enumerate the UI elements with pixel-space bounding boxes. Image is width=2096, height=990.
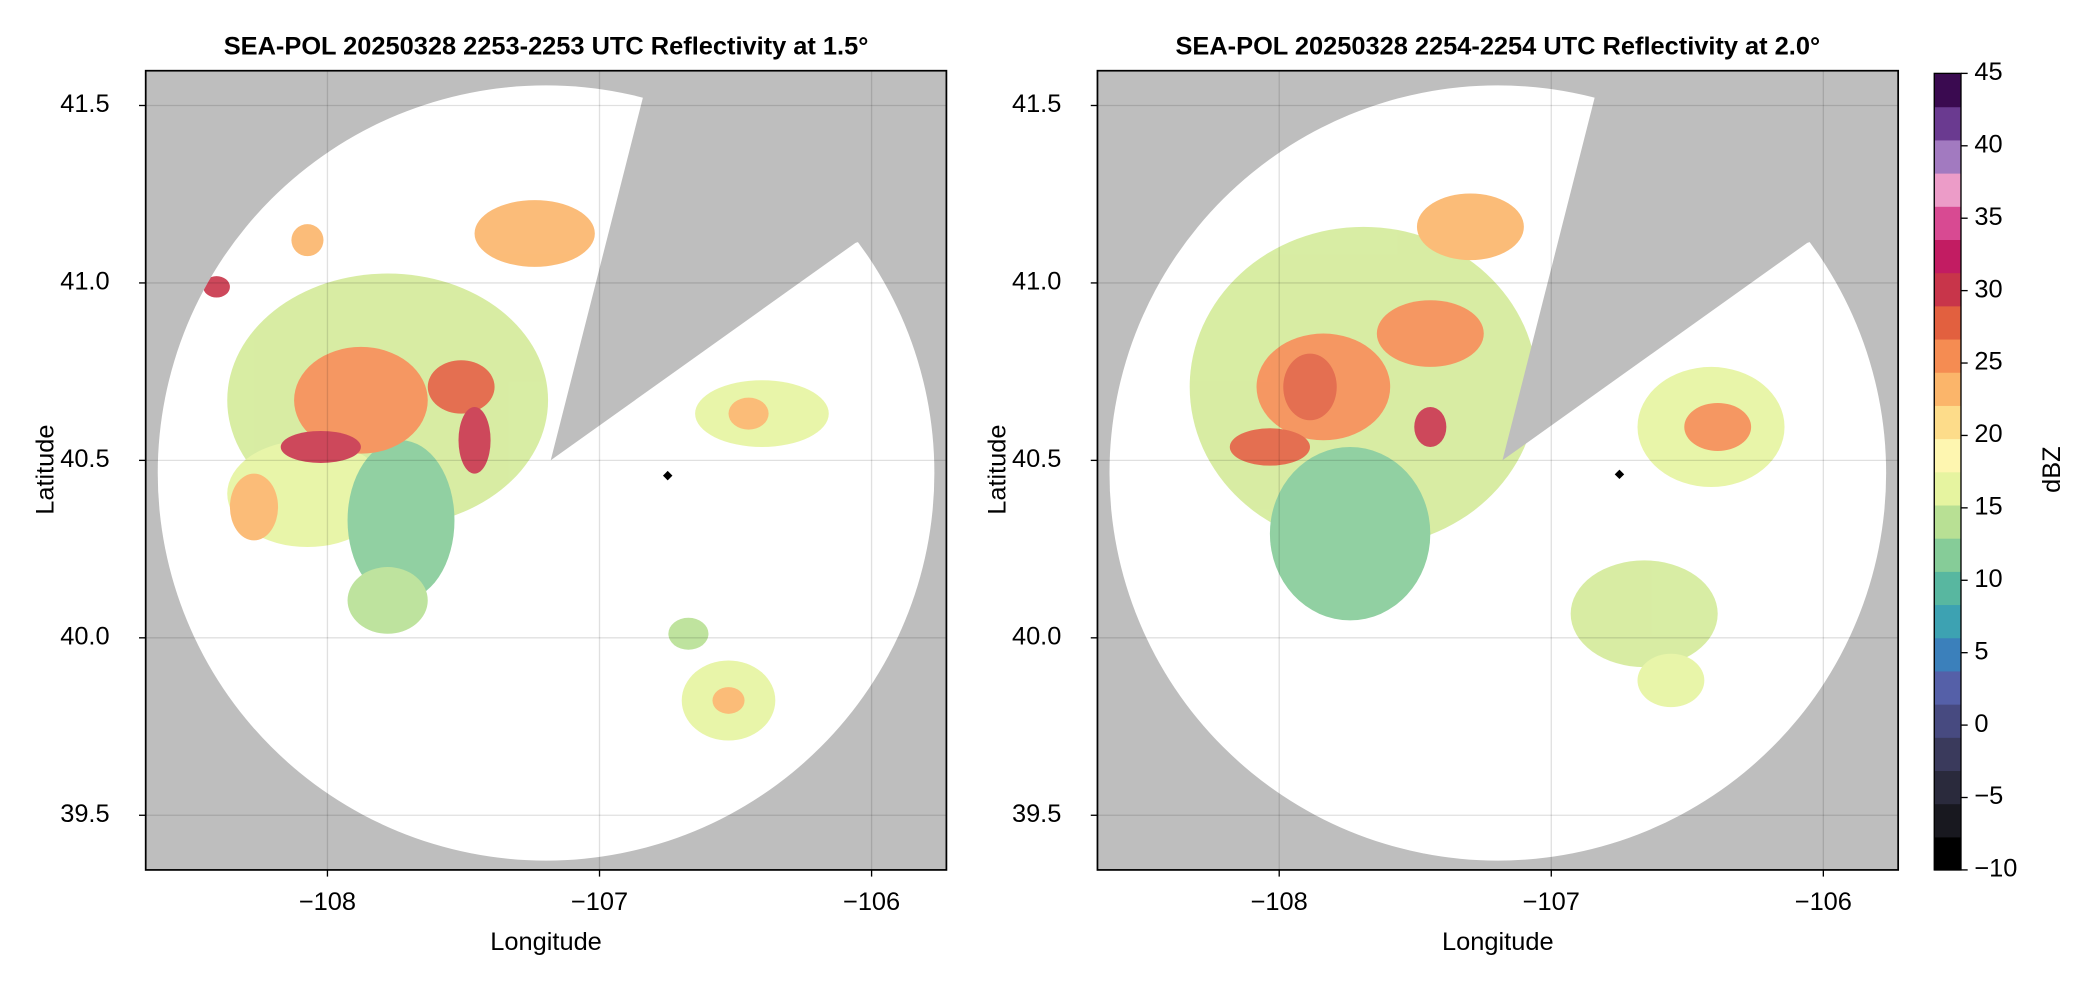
x-tick-label: −108 bbox=[1251, 888, 1308, 916]
colorbar-bin bbox=[1934, 239, 1961, 274]
reflectivity-field bbox=[203, 200, 829, 741]
colorbar-tick-label: 15 bbox=[1974, 493, 2002, 521]
y-axis-label: Latitude bbox=[983, 425, 1011, 515]
plot-frame bbox=[144, 69, 948, 871]
axes: −108 −107 −106 39.5 40.0 40.5 41.0 41.5 SEA-POL … bbox=[983, 33, 1900, 956]
colorbar-tick-label: 30 bbox=[1974, 275, 2002, 303]
x-tick-label: −106 bbox=[843, 888, 900, 916]
colorbar-bin bbox=[1934, 770, 1961, 805]
y-tick-label: 41.5 bbox=[60, 90, 109, 118]
chart-title: SEA-POL 20250328 2253-2253 UTC Reflectiv… bbox=[224, 33, 869, 61]
x-axis-label: Longitude bbox=[1442, 928, 1554, 956]
blocked-sector bbox=[1502, 70, 1899, 461]
colorbar-tick-label: 25 bbox=[1974, 348, 2002, 376]
y-tick-label: 39.5 bbox=[60, 800, 109, 828]
colorbar-bin bbox=[1934, 73, 1961, 108]
colorbar-bin bbox=[1934, 305, 1961, 340]
x-tick-label: −107 bbox=[1523, 888, 1580, 916]
colorbar-bin bbox=[1934, 637, 1961, 672]
colorbar-bin bbox=[1934, 604, 1961, 639]
chart-title: SEA-POL 20250328 2254-2254 UTC Reflectiv… bbox=[1176, 33, 1821, 61]
y-tick-label: 40.5 bbox=[1012, 445, 1061, 473]
colorbar-bin bbox=[1934, 538, 1961, 572]
colorbar-bin bbox=[1934, 571, 1961, 606]
colorbar-bin bbox=[1934, 836, 1961, 871]
colorbar-bin bbox=[1934, 803, 1961, 838]
x-tick-label: −108 bbox=[299, 888, 356, 916]
colorbar-tick-label: 35 bbox=[1974, 203, 2002, 231]
y-tick-label: 40.5 bbox=[60, 445, 109, 473]
colorbar-bin bbox=[1934, 172, 1961, 207]
colorbar-bin bbox=[1934, 504, 1961, 539]
colorbar-bin bbox=[1934, 703, 1961, 738]
colorbar-bin bbox=[1934, 471, 1961, 506]
colorbar-tick-label: 10 bbox=[1974, 565, 2002, 593]
y-tick-label: 40.0 bbox=[60, 623, 109, 651]
colorbar-bin bbox=[1934, 338, 1961, 373]
colorbar-label: dBZ bbox=[2038, 446, 2066, 492]
y-tick-label: 40.0 bbox=[1012, 623, 1061, 651]
colorbar-tick-label: 5 bbox=[1974, 637, 1988, 665]
colorbar-bin bbox=[1934, 405, 1961, 440]
blocked-sector bbox=[550, 70, 947, 461]
colorbar-tick-label: 45 bbox=[1974, 58, 2002, 86]
colorbar-bin bbox=[1934, 670, 1961, 705]
colorbar-tick-label: 20 bbox=[1974, 420, 2002, 448]
y-tick-label: 41.5 bbox=[1012, 90, 1061, 118]
colorbar-tick-label: −10 bbox=[1974, 855, 2017, 883]
y-axis-label: Latitude bbox=[31, 425, 59, 515]
colorbar-bin bbox=[1934, 737, 1961, 772]
colorbar-bin bbox=[1934, 106, 1961, 141]
x-tick-label: −106 bbox=[1795, 888, 1852, 916]
colorbar-bin bbox=[1934, 372, 1961, 406]
y-tick-label: 39.5 bbox=[1012, 800, 1061, 828]
colorbar-bin bbox=[1934, 206, 1961, 240]
colorbar-bin bbox=[1934, 139, 1961, 174]
x-tick-label: −107 bbox=[571, 888, 628, 916]
axes: −108 −107 −106 39.5 40.0 40.5 41.0 41.5 SEA-POL … bbox=[31, 33, 948, 956]
colorbar-tick-label: 40 bbox=[1974, 131, 2002, 159]
radar-site bbox=[662, 470, 673, 481]
plot-frame bbox=[1096, 69, 1900, 871]
colorbar-bin bbox=[1934, 438, 1961, 473]
reflectivity-field bbox=[1189, 193, 1785, 708]
colorbar-tick-label: −5 bbox=[1974, 782, 2003, 810]
colorbar-tick-label: 0 bbox=[1974, 710, 1988, 738]
colorbar-frame bbox=[1933, 72, 1962, 871]
y-tick-label: 41.0 bbox=[60, 268, 109, 296]
x-axis-label: Longitude bbox=[490, 928, 602, 956]
colorbar-bin bbox=[1934, 272, 1961, 307]
y-tick-label: 41.0 bbox=[1012, 268, 1061, 296]
